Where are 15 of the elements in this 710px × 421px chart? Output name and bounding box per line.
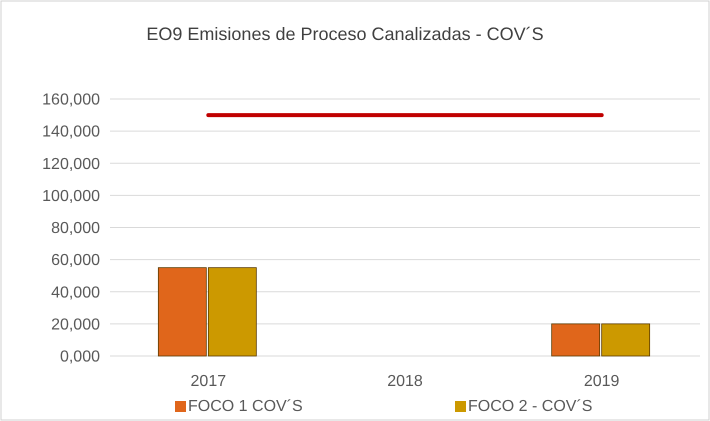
y-tick-label: 20,000 [51, 316, 100, 334]
y-tick-label: 160,000 [42, 92, 100, 109]
y-tick-label: 80,000 [51, 220, 100, 238]
legend-label: FOCO 2 - COV´S [468, 398, 592, 415]
y-tick-label: 140,000 [42, 124, 100, 141]
y-tick-label: 100,000 [42, 188, 100, 205]
y-tick-label: 60,000 [51, 252, 100, 270]
x-tick-label: 2018 [387, 373, 423, 390]
y-tick-label: 120,000 [42, 156, 100, 173]
chart-title: EO9 Emisiones de Proceso Canalizadas - COV´S [146, 24, 544, 44]
x-tick-label: 2019 [584, 373, 620, 390]
x-tick-label: 2017 [190, 373, 226, 390]
y-tick-label: 0,000 [60, 348, 100, 366]
legend-label: FOCO 1 COV´S [188, 398, 303, 415]
y-tick-label: 40,000 [51, 284, 100, 302]
